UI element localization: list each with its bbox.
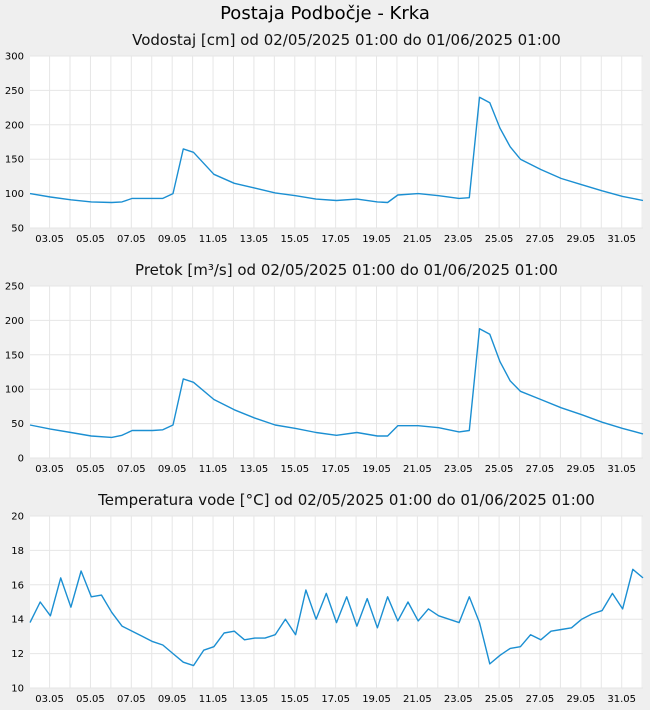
x-tick-label: 29.05: [567, 694, 596, 705]
chart-title: Pretok [m³/s] od 02/05/2025 01:00 do 01/…: [135, 261, 558, 279]
x-tick-label: 19.05: [362, 234, 391, 245]
chart-discharge: 0 50 100 150 200 250 03.05 05.05 07.05 09.05 11.05…: [5, 261, 644, 475]
x-tick-label: 25.05: [485, 234, 514, 245]
y-tick-label: 100: [5, 385, 24, 396]
y-tick-label: 20: [11, 512, 24, 523]
series-line: [29, 328, 644, 439]
x-tick-label: 03.05: [35, 464, 64, 475]
x-tick-label: 23.05: [444, 464, 473, 475]
x-tick-label: 09.05: [158, 464, 187, 475]
x-tick-label: 13.05: [240, 694, 269, 705]
x-tick-label: 21.05: [403, 464, 432, 475]
x-tick-label: 27.05: [526, 234, 555, 245]
x-tick-label: 23.05: [444, 694, 473, 705]
y-tick-label: 12: [11, 649, 24, 660]
x-tick-label: 17.05: [321, 234, 350, 245]
x-tick-label: 19.05: [362, 464, 391, 475]
x-tick-label: 11.05: [199, 464, 228, 475]
x-tick-label: 27.05: [526, 464, 555, 475]
x-tick-label: 21.05: [403, 234, 432, 245]
plot-area: [30, 56, 643, 228]
y-tick-label: 200: [5, 316, 24, 327]
y-tick-label: 50: [11, 224, 24, 235]
series-line: [29, 568, 644, 667]
x-tick-label: 13.05: [240, 234, 269, 245]
x-tick-label: 07.05: [117, 694, 146, 705]
x-tick-label: 07.05: [117, 234, 146, 245]
y-tick-label: 10: [11, 684, 24, 695]
x-tick-label: 07.05: [117, 464, 146, 475]
x-tick-label: 09.05: [158, 694, 187, 705]
y-tick-label: 0: [18, 454, 24, 465]
x-tick-label: 31.05: [607, 234, 636, 245]
x-tick-label: 03.05: [35, 694, 64, 705]
plot-area: [30, 516, 643, 688]
page-title: Postaja Podbočje - Krka: [220, 3, 430, 24]
y-tick-label: 100: [5, 189, 24, 200]
plot-area: [30, 286, 643, 458]
x-tick-label: 15.05: [280, 464, 309, 475]
chart-title: Temperatura vode [°C] od 02/05/2025 01:0…: [97, 491, 595, 509]
y-tick-label: 300: [5, 52, 24, 63]
y-tick-label: 250: [5, 86, 24, 97]
y-tick-label: 150: [5, 350, 24, 361]
x-tick-label: 17.05: [321, 694, 350, 705]
y-tick-label: 200: [5, 120, 24, 131]
x-tick-label: 05.05: [76, 694, 105, 705]
x-tick-label: 31.05: [607, 464, 636, 475]
x-tick-label: 29.05: [567, 234, 596, 245]
y-tick-label: 50: [11, 419, 24, 430]
x-tick-label: 29.05: [567, 464, 596, 475]
x-tick-label: 17.05: [321, 464, 350, 475]
y-tick-label: 250: [5, 282, 24, 293]
y-tick-label: 150: [5, 155, 24, 166]
x-tick-label: 23.05: [444, 234, 473, 245]
chart-water-level: 50 100 150 200 250 300 03.05 05.05 07.05 09.05 11.…: [5, 31, 644, 245]
y-tick-label: 16: [11, 580, 24, 591]
y-tick-label: 18: [11, 546, 24, 557]
x-tick-label: 19.05: [362, 694, 391, 705]
x-tick-label: 27.05: [526, 694, 555, 705]
x-tick-label: 05.05: [76, 234, 105, 245]
x-tick-label: 25.05: [485, 464, 514, 475]
x-tick-label: 25.05: [485, 694, 514, 705]
x-tick-label: 05.05: [76, 464, 105, 475]
x-tick-label: 03.05: [35, 234, 64, 245]
x-tick-label: 31.05: [607, 694, 636, 705]
x-tick-label: 13.05: [240, 464, 269, 475]
x-tick-label: 11.05: [199, 234, 228, 245]
chart-title: Vodostaj [cm] od 02/05/2025 01:00 do 01/…: [132, 31, 561, 49]
x-tick-label: 11.05: [199, 694, 228, 705]
x-tick-label: 09.05: [158, 234, 187, 245]
y-tick-label: 14: [11, 615, 24, 626]
series-line: [29, 96, 644, 204]
x-tick-label: 15.05: [280, 694, 309, 705]
x-tick-label: 15.05: [280, 234, 309, 245]
x-tick-label: 21.05: [403, 694, 432, 705]
chart-water-temperature: 10 12 14 16 18 20 03.05 05.05 07.05 09.05 11.05 13.…: [11, 491, 644, 705]
